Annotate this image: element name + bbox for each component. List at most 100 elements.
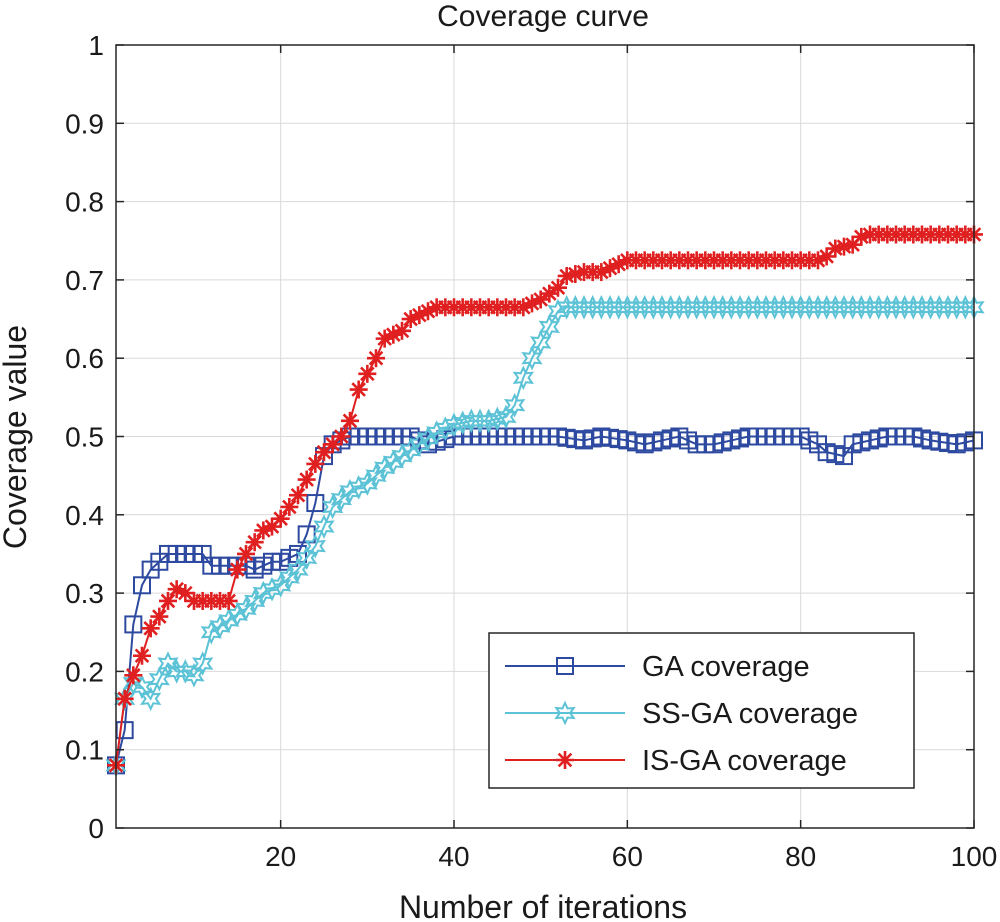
- data-point: [391, 443, 413, 469]
- x-tick-label: 80: [785, 841, 816, 872]
- y-axis-label: Coverage value: [0, 325, 33, 549]
- legend-marker: [556, 751, 574, 769]
- data-point: [191, 651, 214, 676]
- data-point: [219, 591, 238, 610]
- data-point: [159, 591, 177, 610]
- legend-marker: [554, 700, 576, 726]
- data-point: [477, 408, 500, 434]
- x-tick-label: 20: [265, 841, 296, 872]
- x-tick-label: 100: [951, 841, 998, 872]
- data-point: [124, 666, 143, 685]
- data-point: [304, 533, 327, 559]
- data-point: [150, 607, 169, 626]
- data-point: [443, 412, 465, 438]
- data-point: [358, 364, 377, 383]
- y-tick-label: 1: [88, 30, 104, 61]
- data-point: [280, 497, 299, 516]
- data-point: [165, 659, 188, 684]
- legend-label-ga: GA coverage: [642, 651, 810, 683]
- data-point: [315, 443, 333, 462]
- data-point: [609, 255, 628, 274]
- data-point: [332, 427, 351, 446]
- data-point: [157, 651, 179, 676]
- x-tick-label: 40: [438, 841, 469, 872]
- data-point: [321, 494, 344, 520]
- data-point: [531, 290, 550, 309]
- y-tick-label: 0.3: [65, 578, 104, 609]
- legend-label-is-ga: IS-GA coverage: [642, 745, 847, 777]
- data-point: [133, 646, 151, 665]
- data-point: [434, 416, 457, 442]
- data-point: [295, 545, 318, 571]
- data-point: [124, 615, 143, 634]
- data-point: [139, 686, 162, 712]
- data-point: [228, 560, 247, 579]
- data-point: [261, 576, 283, 602]
- data-point: [341, 411, 359, 430]
- data-point: [306, 454, 325, 473]
- data-point: [252, 580, 275, 606]
- y-tick-label: 0.6: [65, 343, 104, 374]
- y-tick-label: 0.1: [65, 735, 104, 766]
- y-tick-label: 0.8: [65, 187, 104, 218]
- data-point: [365, 463, 387, 488]
- series-ga-coverage: [107, 427, 983, 775]
- data-point: [399, 437, 422, 463]
- data-point: [549, 278, 567, 297]
- data-point: [243, 588, 266, 614]
- data-point: [271, 509, 290, 528]
- legend: GA coverage SS-GA coverage IS-GA coverag…: [488, 632, 915, 789]
- data-point: [356, 471, 379, 496]
- data-point: [306, 494, 325, 513]
- data-point: [183, 662, 205, 688]
- y-tick-label: 0.9: [65, 108, 104, 139]
- data-point: [425, 420, 448, 445]
- data-point: [330, 486, 353, 512]
- data-point: [313, 514, 335, 539]
- data-point: [339, 478, 361, 504]
- data-point: [217, 608, 240, 633]
- data-point: [269, 572, 292, 598]
- data-point: [287, 557, 309, 582]
- data-point: [382, 449, 405, 475]
- data-point: [393, 321, 411, 340]
- data-point: [512, 365, 535, 391]
- data-point: [852, 227, 871, 246]
- y-tick-label: 0.5: [65, 422, 104, 453]
- data-point: [347, 475, 370, 500]
- data-point: [408, 431, 431, 457]
- y-tick-label: 0.4: [65, 500, 104, 531]
- data-point: [547, 298, 569, 324]
- data-point: [469, 408, 491, 434]
- series-layer: [105, 225, 985, 778]
- data-point: [297, 470, 316, 489]
- data-point: [200, 619, 223, 645]
- data-point: [235, 596, 257, 622]
- y-tick-label: 0: [88, 813, 104, 844]
- data-point: [373, 455, 396, 481]
- y-tick-label: 0.2: [65, 656, 104, 687]
- x-tick-label: 60: [612, 841, 643, 872]
- x-axis-label: Number of iterations: [399, 889, 687, 922]
- data-point: [141, 619, 160, 638]
- data-point: [289, 486, 307, 505]
- y-tick-label: 0.7: [65, 265, 104, 296]
- chart-title: Coverage curve: [437, 0, 649, 33]
- series-line: [115, 435, 975, 766]
- data-point: [451, 410, 474, 436]
- data-point: [349, 380, 368, 399]
- legend-marker: [556, 657, 574, 675]
- tick-layer: 20 40 60 80 100 0 0.1 0.2 0.3 0.4 0.5 0.6 0.7 0.8 0.9 1: [65, 30, 997, 872]
- data-point: [486, 406, 509, 432]
- data-point: [278, 565, 301, 590]
- legend-label-ss-ga: SS-GA coverage: [642, 698, 858, 730]
- data-point: [245, 533, 264, 552]
- data-point: [495, 404, 517, 430]
- data-point: [209, 614, 231, 639]
- data-point: [115, 689, 134, 708]
- data-point: [503, 392, 526, 418]
- series-is-ga-coverage: [107, 225, 983, 775]
- data-point: [367, 349, 385, 368]
- data-point: [237, 544, 255, 563]
